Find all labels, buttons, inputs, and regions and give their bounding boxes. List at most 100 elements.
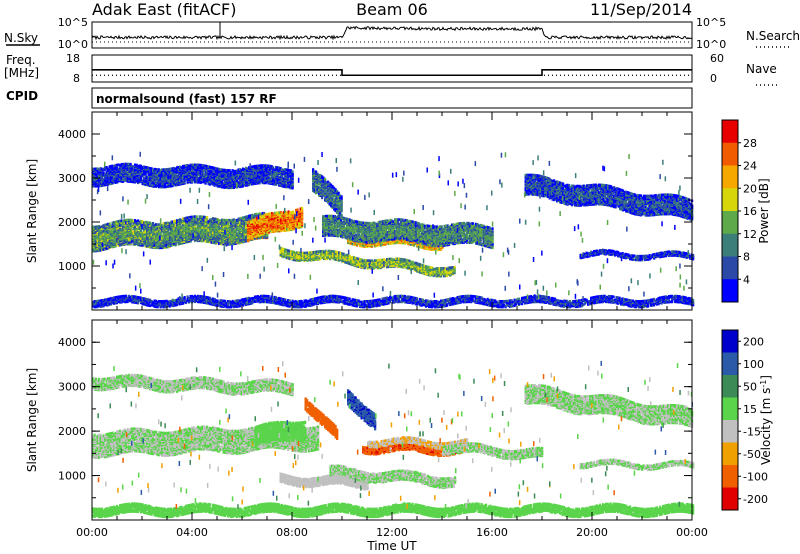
power-heat-cell	[141, 220, 144, 223]
power-heat-cell	[93, 241, 96, 244]
power-heat-cell	[150, 238, 153, 241]
power-heat-cell	[125, 225, 128, 229]
power-heat-cell	[174, 240, 177, 243]
power-heat-cell	[140, 223, 143, 227]
power-heat-cell	[96, 239, 99, 243]
power-heat-cell	[153, 228, 156, 232]
power-heat-cell	[104, 225, 107, 229]
power-heat-cell	[93, 225, 96, 229]
power-heat-cell	[138, 226, 141, 229]
power-heat-cell	[117, 231, 120, 235]
power-heat-cell	[110, 235, 113, 239]
power-heat-cell	[101, 225, 104, 228]
power-heat-cell	[110, 228, 113, 232]
power-heat-cell	[134, 240, 137, 243]
power-heat-cell	[107, 242, 110, 245]
power-heat-cell	[96, 232, 99, 235]
power-heat-cell	[99, 237, 102, 240]
power-heat-cell	[102, 226, 105, 229]
power-heat-cell	[174, 227, 177, 230]
power-heat-cell	[95, 236, 98, 239]
power-heat-cell	[152, 233, 155, 237]
power-heat-cell	[138, 233, 141, 236]
power-heat-cell	[114, 237, 117, 240]
power-heat-cell	[144, 236, 147, 239]
power-heat-cell	[128, 223, 131, 227]
power-heat-cell	[153, 224, 156, 227]
power-heat-cell	[147, 221, 150, 224]
power-heat-cell	[104, 228, 107, 232]
power-heat-cell	[164, 222, 167, 225]
power-heat-cell	[147, 225, 150, 228]
power-heat-cell	[173, 231, 176, 235]
power-heat-cell	[128, 231, 131, 234]
power-heat-cell	[140, 226, 143, 230]
power-heat-cell	[174, 235, 177, 238]
power-heat-cell	[102, 248, 105, 251]
power-heat-cell	[171, 235, 174, 239]
power-heat-cell	[228, 234, 231, 238]
power-heat-cell	[176, 234, 179, 238]
power-heat-cell	[105, 230, 108, 233]
power-heat-cell	[93, 231, 96, 234]
power-heat-cell	[101, 231, 104, 234]
power-heat-cell	[164, 226, 167, 230]
power-heat-cell	[165, 221, 168, 225]
power-heat-cell	[159, 223, 162, 226]
power-heat-cell	[111, 230, 114, 233]
power-heat-cell	[104, 242, 107, 245]
power-heat-cell	[98, 237, 101, 241]
power-heat-cell	[155, 234, 158, 238]
power-heat-cell	[96, 225, 99, 228]
power-heat-cell	[153, 243, 156, 247]
power-heat-cell	[162, 222, 165, 225]
power-heat-cell	[129, 220, 132, 224]
power-heat-cell	[98, 245, 101, 248]
power-heat-cell	[131, 229, 134, 232]
power-heat-cell	[170, 238, 173, 241]
power-heat-cell	[95, 240, 98, 243]
power-heat-cell	[171, 237, 174, 241]
power-heat-cell	[96, 234, 99, 237]
power-heat-cell	[162, 246, 165, 249]
power-heat-cell	[165, 226, 168, 230]
power-heat-cell	[132, 230, 135, 234]
power-heat-cell	[95, 225, 98, 229]
power-heat-cell	[104, 238, 107, 241]
power-heat-cell	[173, 223, 176, 227]
power-heat-cell	[171, 220, 174, 223]
power-heat-cell	[114, 243, 117, 246]
power-heat-cell	[119, 241, 122, 245]
power-heat-cell	[173, 229, 176, 233]
power-heat-cell	[170, 235, 173, 238]
power-heat-cell	[126, 228, 129, 231]
power-heat-cell	[120, 228, 123, 231]
power-heat-cell	[152, 222, 155, 225]
power-heat-cell	[117, 240, 120, 243]
power-heat-cell	[96, 249, 99, 253]
power-heat-cell	[174, 221, 177, 225]
power-heat-cell	[141, 231, 144, 235]
power-heat-cell	[99, 225, 102, 229]
power-heat-cell	[140, 237, 143, 240]
power-heat-cell	[164, 232, 167, 236]
power-heat-cell	[119, 229, 122, 232]
power-heat-cell	[240, 232, 243, 236]
power-heat-cell	[108, 222, 111, 225]
power-heat-cell	[158, 223, 161, 226]
power-heat-cell	[155, 223, 158, 226]
power-heat-cell	[123, 219, 126, 222]
power-heat-cell	[123, 225, 126, 229]
power-heat-cell	[99, 228, 102, 232]
power-heat-cell	[146, 221, 149, 224]
power-heat-cell	[126, 241, 129, 244]
power-heat-cell	[92, 233, 95, 237]
power-heat-cell	[301, 206, 304, 210]
power-heat-cell	[168, 222, 171, 225]
power-heat-cell	[119, 222, 122, 226]
power-heat-cell	[135, 232, 138, 236]
power-heat-cell	[173, 237, 176, 241]
power-heat-cell	[111, 233, 114, 236]
power-heat-cell	[137, 241, 140, 245]
